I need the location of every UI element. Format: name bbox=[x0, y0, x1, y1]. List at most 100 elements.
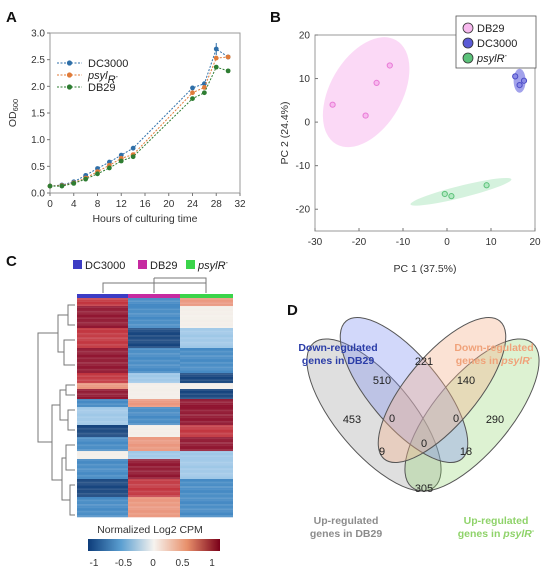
heatmap-cell bbox=[128, 492, 180, 496]
panel-b-y-tick-label: 20 bbox=[299, 31, 311, 42]
venn-label-down-psylr-line2: genes in psylR- bbox=[456, 355, 533, 367]
heatmap-cell bbox=[180, 359, 233, 362]
heatmap-cell bbox=[180, 308, 233, 311]
panel-label-d: D bbox=[287, 302, 298, 319]
panel-b-x-tick-label: -30 bbox=[308, 237, 323, 248]
panel-c-heatmap: DC3000 DB29 psylR- bbox=[37, 260, 233, 569]
heatmap-cell bbox=[77, 339, 128, 342]
heatmap-cell bbox=[77, 308, 128, 311]
heatmap-cell bbox=[180, 514, 233, 518]
heatmap-cell bbox=[128, 505, 180, 509]
panel-a-x-tick-label: 28 bbox=[211, 199, 223, 210]
venn-count-down-db29-only: 510 bbox=[373, 375, 391, 387]
venn-count-down-psylr-up-db29: 0 bbox=[453, 413, 459, 425]
heatmap-cell bbox=[128, 437, 180, 440]
heatmap-cell bbox=[180, 377, 233, 380]
heatmap-cell bbox=[77, 343, 128, 347]
venn-label-down-db29-line2: genes in DB29 bbox=[302, 355, 375, 367]
heatmap-cell bbox=[128, 389, 180, 392]
panel-b-legend: DB29 DC3000 psylR- bbox=[455, 15, 537, 69]
heatmap-cell bbox=[128, 418, 180, 421]
heatmap-cell bbox=[77, 434, 128, 438]
heatmap-cell bbox=[77, 465, 128, 469]
row-dendrogram bbox=[37, 304, 75, 516]
heatmap-cell bbox=[128, 343, 180, 347]
heatmap-cell bbox=[77, 361, 128, 365]
venn-set-up-psylr bbox=[404, 338, 540, 492]
legend-marker-db29 bbox=[66, 84, 73, 90]
heatmap-cell bbox=[77, 312, 128, 316]
sample-point bbox=[373, 79, 380, 87]
panel-a-x-tick-label: 24 bbox=[187, 199, 199, 210]
heatmap-cell bbox=[128, 459, 180, 462]
heatmap-cell bbox=[77, 359, 128, 362]
heatmap-cell bbox=[180, 425, 233, 428]
heatmap-cell bbox=[128, 352, 180, 356]
venn-count-up-db29-down-db29: 9 bbox=[379, 446, 385, 458]
heatmap-cell bbox=[128, 448, 180, 452]
heatmap-cell bbox=[77, 323, 128, 327]
heatmap-cell bbox=[128, 425, 180, 428]
sample-point bbox=[441, 190, 448, 198]
heatmap-cell bbox=[128, 470, 180, 473]
heatmap-cell bbox=[77, 366, 128, 369]
heatmap-cell bbox=[180, 321, 233, 324]
heatmap-cell bbox=[180, 399, 233, 402]
heatmap-cell bbox=[128, 393, 180, 396]
heatmap-cell bbox=[180, 446, 233, 449]
data-point bbox=[201, 81, 207, 87]
venn-count-down-both: 221 bbox=[415, 356, 433, 368]
heatmap-cell bbox=[180, 416, 233, 419]
heatmap-cell bbox=[180, 499, 233, 502]
heatmap-cell bbox=[180, 485, 233, 489]
heatmap-cell bbox=[128, 439, 180, 442]
heatmap-cell bbox=[128, 317, 180, 320]
heatmap-cell bbox=[128, 446, 180, 449]
heatmap-cell bbox=[77, 387, 128, 390]
heatmap-cell bbox=[77, 492, 128, 496]
heatmap-cell bbox=[180, 434, 233, 438]
panel-a-x-tick-label: 16 bbox=[139, 199, 151, 210]
panel-a-legend: DC3000 psylR- DB29 bbox=[57, 58, 128, 94]
heatmap-cell bbox=[77, 485, 128, 489]
heatmap-cell bbox=[128, 332, 180, 335]
legend-label-dc3000-b: DC3000 bbox=[477, 38, 517, 50]
heatmap-cell bbox=[128, 483, 180, 487]
heatmap-cell bbox=[180, 375, 233, 378]
heatmap-cell bbox=[180, 488, 233, 491]
heatmap-cell bbox=[180, 336, 233, 340]
heatmap-cell bbox=[128, 345, 180, 349]
heatmap-cell bbox=[128, 429, 180, 433]
heatmap-cell bbox=[180, 345, 233, 349]
col-dendro-branch-3 bbox=[154, 277, 207, 283]
heatmap-cell bbox=[128, 381, 180, 384]
data-point bbox=[213, 64, 219, 70]
heatmap-cell bbox=[128, 416, 180, 419]
panel-b-y-tick-label: -20 bbox=[296, 205, 311, 216]
panel-b-x-tick-label: 0 bbox=[444, 237, 450, 248]
heatmap-cell bbox=[128, 298, 180, 301]
heatmap-cell bbox=[77, 399, 128, 402]
heatmap-cell bbox=[77, 368, 128, 372]
heatmap-cell bbox=[77, 370, 128, 374]
heatmap-cell bbox=[180, 350, 233, 353]
heatmap-cell bbox=[180, 302, 233, 305]
legend-label-dc3000: DC3000 bbox=[88, 58, 128, 70]
heatmap-cell bbox=[77, 472, 128, 475]
venn-count-up-both: 305 bbox=[415, 483, 433, 495]
heatmap-cell bbox=[77, 432, 128, 435]
venn-set-down-psylr bbox=[377, 316, 507, 464]
heatmap-cell bbox=[128, 383, 180, 386]
heatmap-cell bbox=[128, 422, 180, 426]
legend-swatch-db29-c bbox=[138, 260, 147, 269]
heatmap-cell bbox=[77, 330, 128, 333]
heatmap-cell bbox=[77, 403, 128, 406]
heatmap-cell bbox=[128, 420, 180, 424]
heatmap-cell bbox=[77, 476, 128, 480]
heatmap-cell bbox=[180, 383, 233, 386]
heatmap-cell bbox=[128, 510, 180, 513]
heatmap-cell bbox=[77, 497, 128, 500]
heatmap-cell bbox=[128, 387, 180, 390]
heatmap-cell bbox=[128, 444, 180, 447]
data-point bbox=[225, 54, 231, 60]
